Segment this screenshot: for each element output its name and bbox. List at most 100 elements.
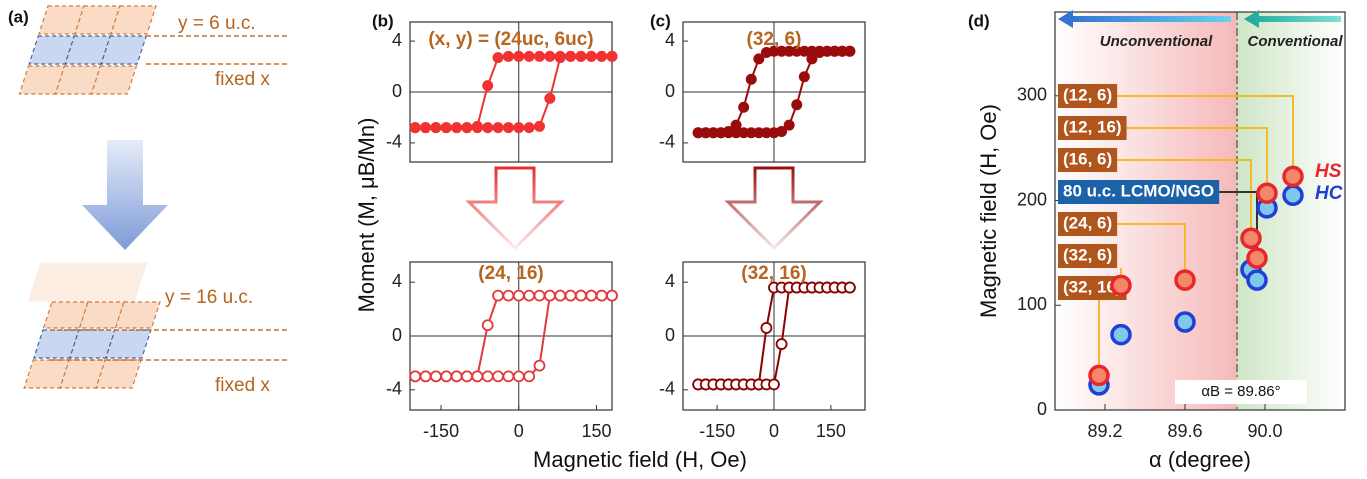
data-point xyxy=(844,45,856,57)
y-tick-label: 4 xyxy=(392,30,402,50)
data-point xyxy=(513,122,525,134)
region-bg xyxy=(1055,12,1237,410)
data-point xyxy=(1282,165,1304,188)
x-tick-label: 0 xyxy=(769,421,779,441)
sample-label-box xyxy=(1058,148,1118,172)
sample-label: 80 u.c. LCMO/NGO xyxy=(1063,181,1214,200)
data-point xyxy=(1246,269,1268,291)
data-point xyxy=(585,289,598,302)
data-point xyxy=(544,92,556,104)
data-point xyxy=(512,289,525,302)
data-point xyxy=(523,370,536,383)
data-point xyxy=(481,319,494,332)
diagram-label: fixed x xyxy=(215,375,270,396)
region-label: Conventional xyxy=(1247,33,1343,50)
data-point xyxy=(482,122,494,134)
data-point xyxy=(606,289,618,302)
series-label: HC xyxy=(1315,183,1343,204)
data-point xyxy=(768,378,780,391)
data-point xyxy=(738,101,750,113)
sample-label: (32, 6) xyxy=(1063,245,1112,264)
data-point xyxy=(492,52,504,64)
annotation-bg xyxy=(1175,380,1307,404)
data-point xyxy=(1174,311,1196,333)
arrow xyxy=(724,166,824,251)
data-point xyxy=(420,122,432,134)
series-label: HS xyxy=(1315,161,1342,182)
data-point xyxy=(1240,227,1262,249)
x-tick-label: -150 xyxy=(423,421,459,441)
y-tick-label: -4 xyxy=(659,132,675,152)
panel-label: (d) xyxy=(968,11,990,30)
data-point xyxy=(575,289,587,302)
data-point xyxy=(440,122,452,134)
panel-title: (24, 16) xyxy=(478,263,543,284)
y-tick-label: 0 xyxy=(392,325,402,345)
y-tick-label: 0 xyxy=(392,81,402,101)
data-point xyxy=(450,370,463,383)
x-tick-label: -150 xyxy=(699,421,735,441)
connector xyxy=(1117,223,1186,281)
data-point xyxy=(1110,274,1132,297)
data-point xyxy=(440,370,453,383)
data-point xyxy=(523,289,536,302)
region-label: Unconventional xyxy=(1100,33,1213,50)
data-point xyxy=(419,370,432,383)
sample-label-box xyxy=(1058,116,1127,140)
data-point xyxy=(533,359,546,372)
connector xyxy=(1117,95,1294,177)
diagram-label: y = 6 u.c. xyxy=(178,13,256,34)
x-tick-label: 150 xyxy=(816,421,846,441)
data-point xyxy=(843,281,856,294)
sample-label-box xyxy=(1058,84,1118,108)
data-point xyxy=(753,53,765,65)
x-tick-label: 90.0 xyxy=(1247,421,1282,441)
data-point xyxy=(451,122,463,134)
panel-title: (32, 6) xyxy=(747,29,802,50)
data-point xyxy=(554,52,566,64)
data-point xyxy=(533,120,545,132)
data-point xyxy=(502,370,515,383)
panel-title: (32, 16) xyxy=(741,263,806,284)
y-tick-label: 300 xyxy=(1017,85,1047,105)
data-point xyxy=(429,370,442,383)
panel-title: (x, y) = (24uc, 6uc) xyxy=(428,29,593,50)
data-point xyxy=(492,122,504,134)
data-point xyxy=(1110,323,1132,346)
x-tick-label: 150 xyxy=(581,421,611,441)
arrow xyxy=(1244,10,1341,28)
data-point xyxy=(775,338,788,350)
data-point xyxy=(523,122,535,134)
connector xyxy=(1126,127,1268,194)
data-point xyxy=(543,289,556,302)
data-point xyxy=(806,53,818,65)
data-point xyxy=(409,370,422,383)
label-boxes: (12, 6) (12, 16) (16, 6) 80 u.c. LCMO/NGO (2… xyxy=(1058,84,1220,300)
data-point xyxy=(783,119,795,131)
data-point xyxy=(564,289,577,302)
y-tick-label: -4 xyxy=(386,379,402,399)
data-point xyxy=(512,370,525,383)
panel-label: (c) xyxy=(650,11,671,30)
data-point xyxy=(606,50,618,62)
y-tick-label: 4 xyxy=(665,30,675,50)
data-point xyxy=(481,370,494,383)
arrow xyxy=(465,166,565,251)
data-point xyxy=(533,289,546,302)
data-point xyxy=(502,289,515,302)
sample-label-box xyxy=(1058,180,1220,204)
x-axis-label: Magnetic field (H, Oe) xyxy=(533,447,747,472)
y-tick-label: 0 xyxy=(1037,399,1047,419)
data-point xyxy=(791,99,803,111)
data-point xyxy=(492,289,504,302)
data-point xyxy=(502,122,514,134)
data-point xyxy=(1174,269,1196,291)
data-point xyxy=(482,80,494,92)
data-point xyxy=(760,322,773,334)
y-tick-label: -4 xyxy=(659,379,675,399)
y-axis-label: Magnetic field (H, Oe) xyxy=(976,104,1001,318)
y-tick-label: -4 xyxy=(386,132,402,152)
y-tick-label: 200 xyxy=(1017,189,1047,209)
data-point xyxy=(430,122,442,134)
x-axis-label: α (degree) xyxy=(1149,447,1251,472)
